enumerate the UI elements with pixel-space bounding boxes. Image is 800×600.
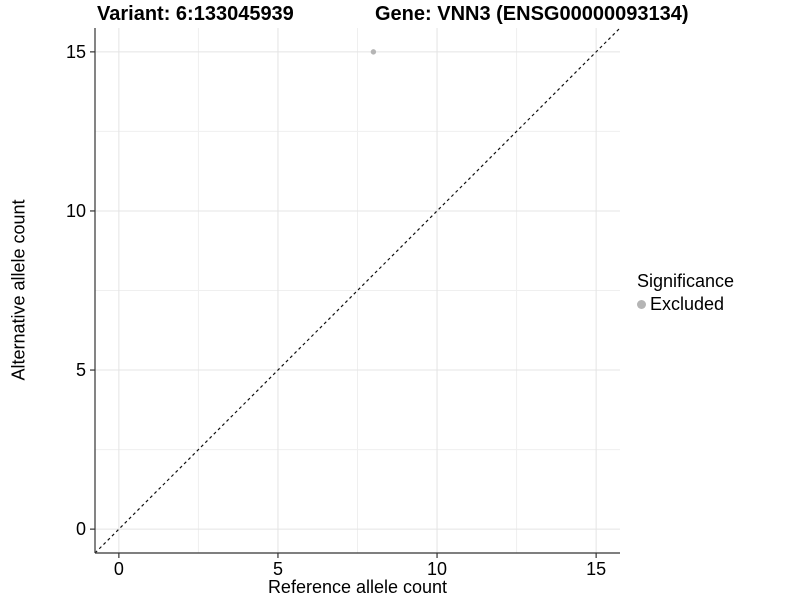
data-point (370, 49, 377, 55)
identity-dashed-line (94, 27, 621, 554)
x-tick-label: 0 (114, 559, 124, 576)
y-tick-label: 5 (76, 360, 86, 380)
y-tick-label: 0 (76, 519, 86, 539)
x-tick-label: 15 (586, 559, 606, 576)
legend-point-icon (637, 299, 646, 309)
plot-panel: 0 5 10 15 0 5 10 15 (66, 27, 621, 576)
y-tick-label: 15 (66, 42, 86, 62)
y-axis-title: Alternative allele count (8, 199, 29, 381)
x-axis-title: Reference allele count (267, 577, 448, 597)
y-tick-label: 10 (66, 201, 86, 221)
legend-item-excluded: Excluded (637, 294, 734, 314)
x-tick-label: 10 (427, 559, 447, 576)
legend-item-label: Excluded (650, 294, 725, 314)
plot-title-variant: Variant: 6:133045939 (97, 3, 294, 25)
plot-title-gene: Gene: VNN3 (ENSG00000093134) (375, 3, 689, 25)
legend: Significance Excluded (637, 271, 734, 314)
legend-title: Significance (637, 271, 735, 291)
x-tick-label: 5 (273, 559, 283, 576)
